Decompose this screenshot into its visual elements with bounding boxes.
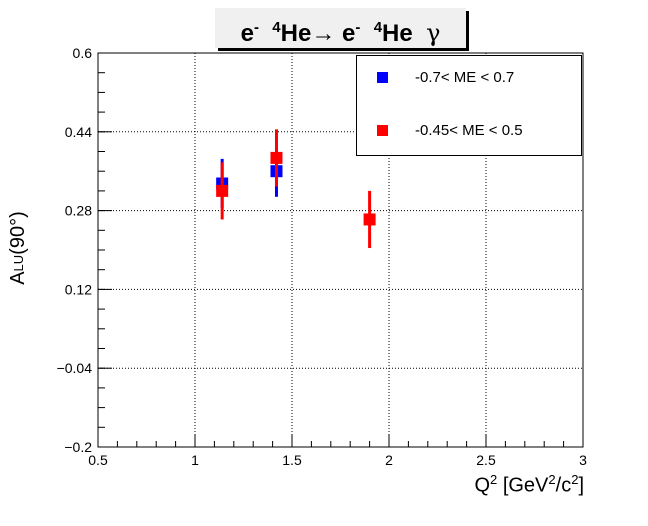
x-axis-label: Q2 [GeV2/c2] — [474, 472, 584, 497]
axis-ticks — [97, 52, 584, 448]
legend-label-red: -0.45< ME < 0.5 — [415, 121, 523, 139]
data-point — [363, 213, 376, 226]
data-point — [270, 151, 283, 164]
legend-marker-red — [377, 124, 388, 136]
legend: -0.7< ME < 0.7 -0.45< ME < 0.5 — [356, 55, 582, 156]
x-tick-label: 1.5 — [282, 452, 302, 468]
y-tick-label: 0.44 — [65, 124, 92, 140]
y-tick-label: −0.2 — [64, 439, 92, 455]
legend-label-blue: -0.7< ME < 0.7 — [415, 68, 515, 86]
title-box — [215, 8, 466, 48]
legend-item-red: -0.45< ME < 0.5 — [357, 120, 523, 140]
y-tick-label: 0.12 — [65, 281, 92, 297]
legend-item-blue: -0.7< ME < 0.7 — [357, 67, 514, 87]
x-tick-label: 1 — [191, 452, 199, 468]
chart-title: e- 4He→ e- 4He γ — [240, 19, 441, 47]
legend-marker-blue — [377, 71, 388, 83]
y-tick-label: 0.28 — [65, 203, 92, 219]
x-tick-label: 0.5 — [88, 452, 108, 468]
y-axis-label: A LU (90°) — [6, 211, 29, 285]
y-tick-label: −0.04 — [57, 360, 93, 376]
x-tick-label: 3 — [579, 452, 587, 468]
axis-tick-labels: 0.5 1 1.5 2 2.5 3 −0.2 −0.04 0.12 0.28 0.44 0.6 — [57, 45, 588, 468]
data-point — [216, 184, 229, 197]
y-tick-label: 0.6 — [73, 45, 93, 61]
x-tick-label: 2 — [385, 452, 393, 468]
x-tick-label: 2.5 — [476, 452, 496, 468]
data-points — [216, 129, 376, 249]
